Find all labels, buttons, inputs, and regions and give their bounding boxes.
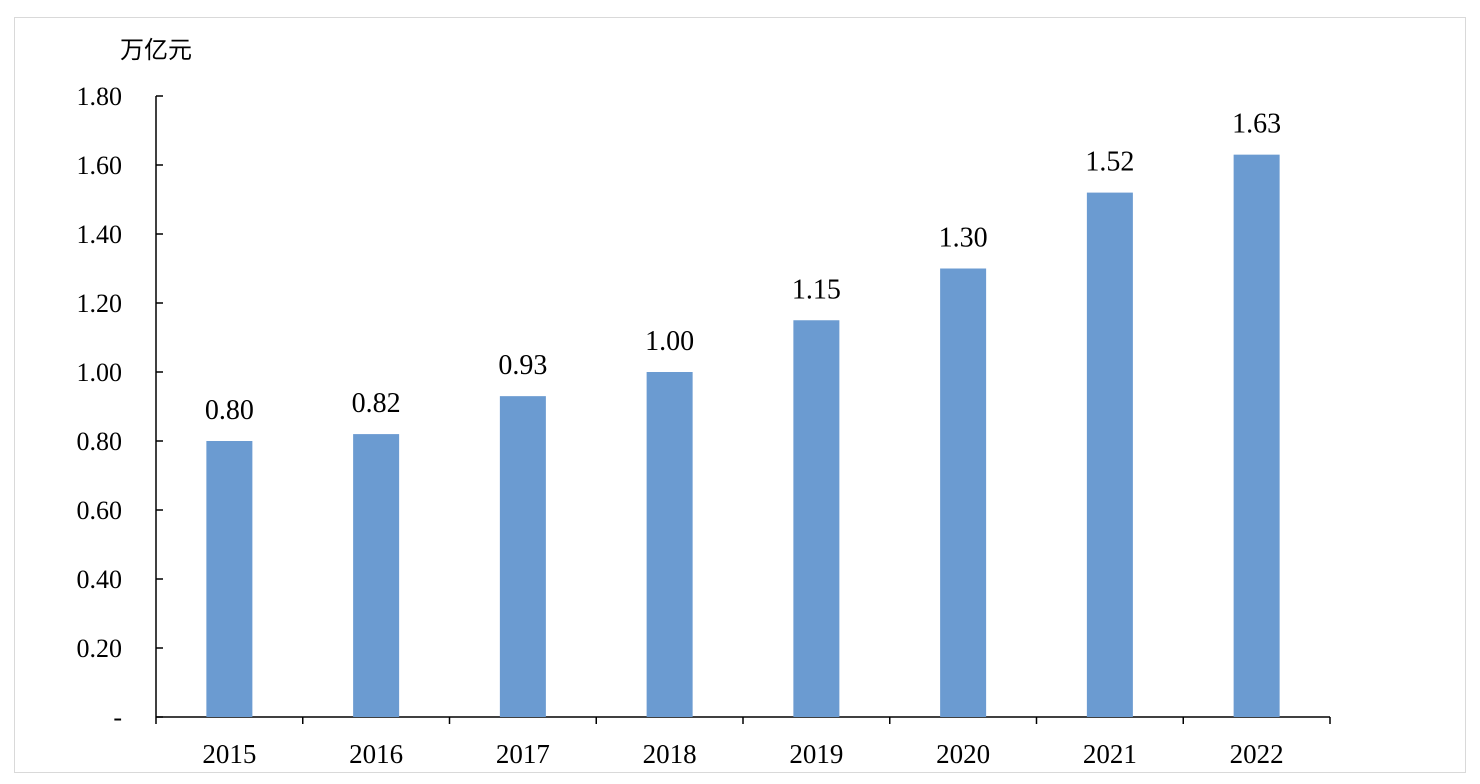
bar [1233, 154, 1280, 717]
y-tick-label: 1.20 [77, 289, 123, 318]
y-tick-label: 1.00 [77, 358, 123, 387]
bar-value-label: 1.63 [1232, 109, 1281, 140]
bar-value-label: 0.82 [352, 388, 401, 419]
y-tick-label: 1.80 [77, 82, 123, 111]
bar-value-label: 1.15 [792, 274, 841, 305]
bar-value-label: 1.00 [645, 326, 694, 357]
y-tick-label: 0.40 [77, 565, 123, 594]
x-tick-label: 2021 [1083, 739, 1137, 769]
bar-value-label: 1.30 [939, 223, 988, 254]
x-tick-label: 2018 [643, 739, 697, 769]
bar-value-label: 0.93 [498, 350, 547, 381]
data-labels: 0.80 0.82 0.93 1.00 1.15 1.30 1.52 1.63 [205, 109, 1281, 426]
bars [206, 154, 1280, 718]
x-axis: 2015 2016 2017 2018 2019 2020 2021 2022 [155, 716, 1331, 769]
bar [1086, 192, 1133, 718]
bar [793, 320, 840, 717]
bar [646, 372, 693, 717]
y-axis: - 0.20 0.40 0.60 0.80 1.00 1.20 1.40 1.60 1.80 [77, 82, 163, 732]
y-axis-unit-label: 万亿元 [120, 36, 192, 64]
x-tick-label: 2015 [202, 739, 256, 769]
x-tick-label: 2020 [936, 739, 990, 769]
bar-value-label: 1.52 [1085, 147, 1134, 178]
bar [206, 441, 253, 717]
x-tick-label: 2017 [496, 739, 550, 769]
y-tick-label: 1.40 [77, 220, 123, 249]
y-tick-label: 1.60 [77, 151, 123, 180]
bar [353, 434, 400, 717]
y-tick-label: 0.60 [77, 496, 123, 525]
y-tick-label: 0.80 [77, 427, 123, 456]
x-tick-label: 2022 [1230, 739, 1284, 769]
y-tick-label: - [113, 703, 122, 732]
chart-border [14, 17, 1466, 773]
bar-value-label: 0.80 [205, 395, 254, 426]
x-tick-label: 2019 [789, 739, 843, 769]
bar [940, 268, 987, 717]
y-tick-label: 0.20 [77, 634, 123, 663]
bar [499, 396, 546, 717]
x-tick-label: 2016 [349, 739, 403, 769]
